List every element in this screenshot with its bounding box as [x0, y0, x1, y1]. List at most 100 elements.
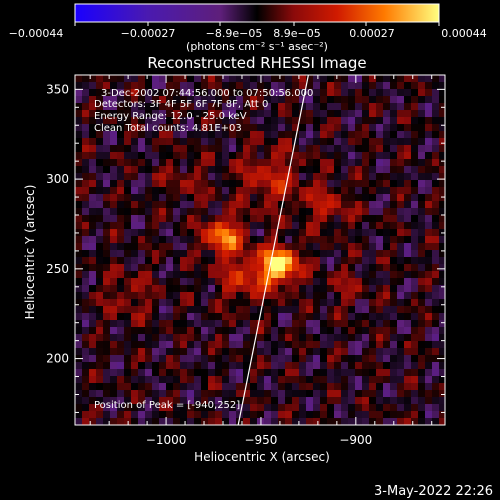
heatmap-cell: [397, 89, 405, 97]
heatmap-cell: [159, 208, 167, 216]
heatmap-cell: [348, 159, 356, 167]
heatmap-cell: [159, 243, 167, 251]
heatmap-cell: [194, 376, 202, 384]
heatmap-cell: [271, 96, 279, 104]
heatmap-cell: [327, 208, 335, 216]
heatmap-cell: [432, 138, 440, 146]
heatmap-cell: [264, 404, 272, 412]
heatmap-cell: [264, 390, 272, 398]
heatmap-cell: [152, 173, 160, 181]
heatmap-cell: [264, 96, 272, 104]
heatmap-cell: [404, 264, 412, 272]
heatmap-cell: [159, 180, 167, 188]
heatmap-cell: [362, 404, 370, 412]
heatmap-cell: [383, 271, 391, 279]
heatmap-cell: [320, 313, 328, 321]
heatmap-cell: [145, 152, 153, 160]
heatmap-cell: [439, 201, 445, 209]
heatmap-cell: [215, 327, 223, 335]
heatmap-cell: [138, 82, 146, 90]
heatmap-cell: [313, 362, 321, 370]
heatmap-cell: [264, 376, 272, 384]
heatmap-cell: [82, 201, 90, 209]
heatmap-cell: [173, 82, 181, 90]
heatmap-cell: [320, 201, 328, 209]
heatmap-cell: [110, 320, 118, 328]
heatmap-cell: [439, 89, 445, 97]
heatmap-cell: [152, 152, 160, 160]
heatmap-cell: [418, 96, 426, 104]
heatmap-cell: [173, 348, 181, 356]
heatmap-cell: [271, 306, 279, 314]
heatmap-cell: [180, 159, 188, 167]
heatmap-cell: [369, 96, 377, 104]
heatmap-cell: [250, 397, 258, 405]
heatmap-cell: [390, 159, 398, 167]
heatmap-cell: [306, 229, 314, 237]
heatmap-cell: [250, 152, 258, 160]
heatmap-cell: [250, 369, 258, 377]
heatmap-cell: [159, 390, 167, 398]
heatmap-cell: [327, 418, 335, 425]
heatmap-cell: [383, 383, 391, 391]
heatmap-cell: [222, 285, 230, 293]
heatmap-cell: [327, 250, 335, 258]
heatmap-cell: [292, 229, 300, 237]
heatmap-cell: [243, 313, 251, 321]
heatmap-cell: [411, 117, 419, 125]
heatmap-cell: [110, 376, 118, 384]
heatmap-cell: [222, 194, 230, 202]
heatmap-cell: [243, 215, 251, 223]
heatmap-cell: [383, 257, 391, 265]
heatmap-cell: [187, 355, 195, 363]
heatmap-cell: [306, 257, 314, 265]
heatmap-cell: [145, 341, 153, 349]
heatmap-cell: [327, 271, 335, 279]
heatmap-cell: [117, 313, 125, 321]
heatmap-cell: [278, 418, 286, 425]
heatmap-cell: [418, 103, 426, 111]
heatmap-cell: [82, 362, 90, 370]
heatmap-cell: [320, 362, 328, 370]
heatmap-cell: [75, 159, 83, 167]
heatmap-cell: [271, 208, 279, 216]
heatmap-cell: [180, 376, 188, 384]
heatmap-cell: [236, 264, 244, 272]
heatmap-cell: [208, 194, 216, 202]
heatmap-cell: [250, 285, 258, 293]
heatmap-cell: [334, 110, 342, 118]
heatmap-cell: [264, 278, 272, 286]
heatmap-cell: [264, 362, 272, 370]
heatmap-cell: [439, 327, 445, 335]
heatmap-cell: [250, 215, 258, 223]
heatmap-cell: [215, 341, 223, 349]
heatmap-cell: [243, 334, 251, 342]
heatmap-cell: [439, 82, 445, 90]
heatmap-cell: [236, 75, 244, 83]
heatmap-cell: [201, 229, 209, 237]
x-tick-label: −900: [339, 433, 372, 447]
heatmap-cell: [404, 103, 412, 111]
heatmap-cell: [264, 285, 272, 293]
heatmap-cell: [117, 152, 125, 160]
heatmap-cell: [383, 264, 391, 272]
heatmap-cell: [432, 383, 440, 391]
heatmap-cell: [187, 348, 195, 356]
heatmap-cell: [355, 292, 363, 300]
heatmap-cell: [418, 362, 426, 370]
heatmap-cell: [264, 313, 272, 321]
heatmap-cell: [327, 103, 335, 111]
heatmap-cell: [313, 376, 321, 384]
heatmap-cell: [376, 208, 384, 216]
heatmap-cell: [75, 278, 83, 286]
heatmap-cell: [404, 208, 412, 216]
heatmap-cell: [180, 243, 188, 251]
heatmap-cell: [411, 257, 419, 265]
heatmap-cell: [320, 334, 328, 342]
heatmap-cell: [236, 306, 244, 314]
heatmap-cell: [194, 110, 202, 118]
heatmap-cell: [131, 320, 139, 328]
heatmap-cell: [411, 243, 419, 251]
heatmap-cell: [299, 187, 307, 195]
heatmap-cell: [89, 271, 97, 279]
